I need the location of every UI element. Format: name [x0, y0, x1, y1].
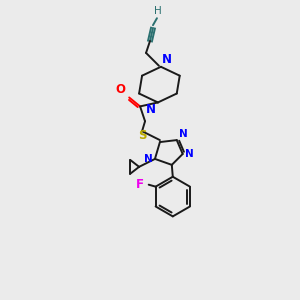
- Text: O: O: [115, 82, 125, 95]
- Text: N: N: [144, 154, 153, 164]
- Text: F: F: [136, 178, 144, 191]
- Text: S: S: [138, 129, 146, 142]
- Text: N: N: [185, 149, 194, 159]
- Text: N: N: [146, 103, 156, 116]
- Text: N: N: [179, 129, 188, 139]
- Text: N: N: [162, 53, 172, 66]
- Text: H: H: [154, 6, 162, 16]
